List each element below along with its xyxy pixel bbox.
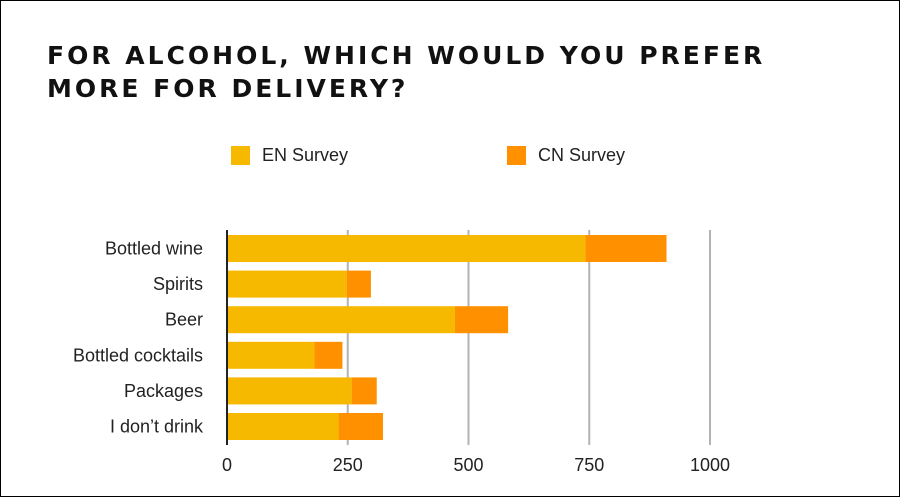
bar-en-4 (227, 377, 352, 405)
bar-cn-0 (585, 235, 667, 262)
x-tick-label-1: 250 (333, 455, 363, 475)
bar-en-5 (227, 413, 339, 440)
bar-en-0 (227, 235, 586, 262)
category-label-2: Beer (165, 310, 203, 330)
category-label-5: I don’t drink (110, 417, 204, 437)
x-tick-label-4: 1000 (690, 455, 730, 475)
x-tick-label-2: 500 (453, 455, 483, 475)
category-label-4: Packages (124, 381, 203, 401)
bar-cn-4 (351, 377, 377, 405)
category-label-0: Bottled wine (105, 239, 203, 259)
bar-cn-5 (338, 413, 384, 440)
bar-cn-2 (454, 306, 509, 334)
legend-item-cn: CN Survey (507, 145, 625, 166)
category-label-1: Spirits (153, 274, 203, 294)
legend-swatch-cn (507, 146, 526, 165)
bar-cn-3 (314, 341, 343, 369)
bar-en-3 (227, 341, 315, 369)
bar-en-2 (227, 306, 455, 334)
bar-cn-1 (346, 270, 371, 298)
x-tick-label-3: 750 (574, 455, 604, 475)
category-label-3: Bottled cocktails (73, 345, 203, 365)
legend-swatch-en (231, 146, 250, 165)
bar-en-1 (227, 270, 347, 298)
legend: EN Survey CN Survey (1, 145, 900, 169)
legend-label-en: EN Survey (262, 145, 349, 165)
legend-label-cn: CN Survey (538, 145, 626, 165)
x-tick-label-0: 0 (222, 455, 232, 475)
legend-item-en: EN Survey (231, 145, 348, 166)
chart-title: FOR ALCOHOL, WHICH WOULD YOU PREFER MORE… (47, 41, 766, 103)
